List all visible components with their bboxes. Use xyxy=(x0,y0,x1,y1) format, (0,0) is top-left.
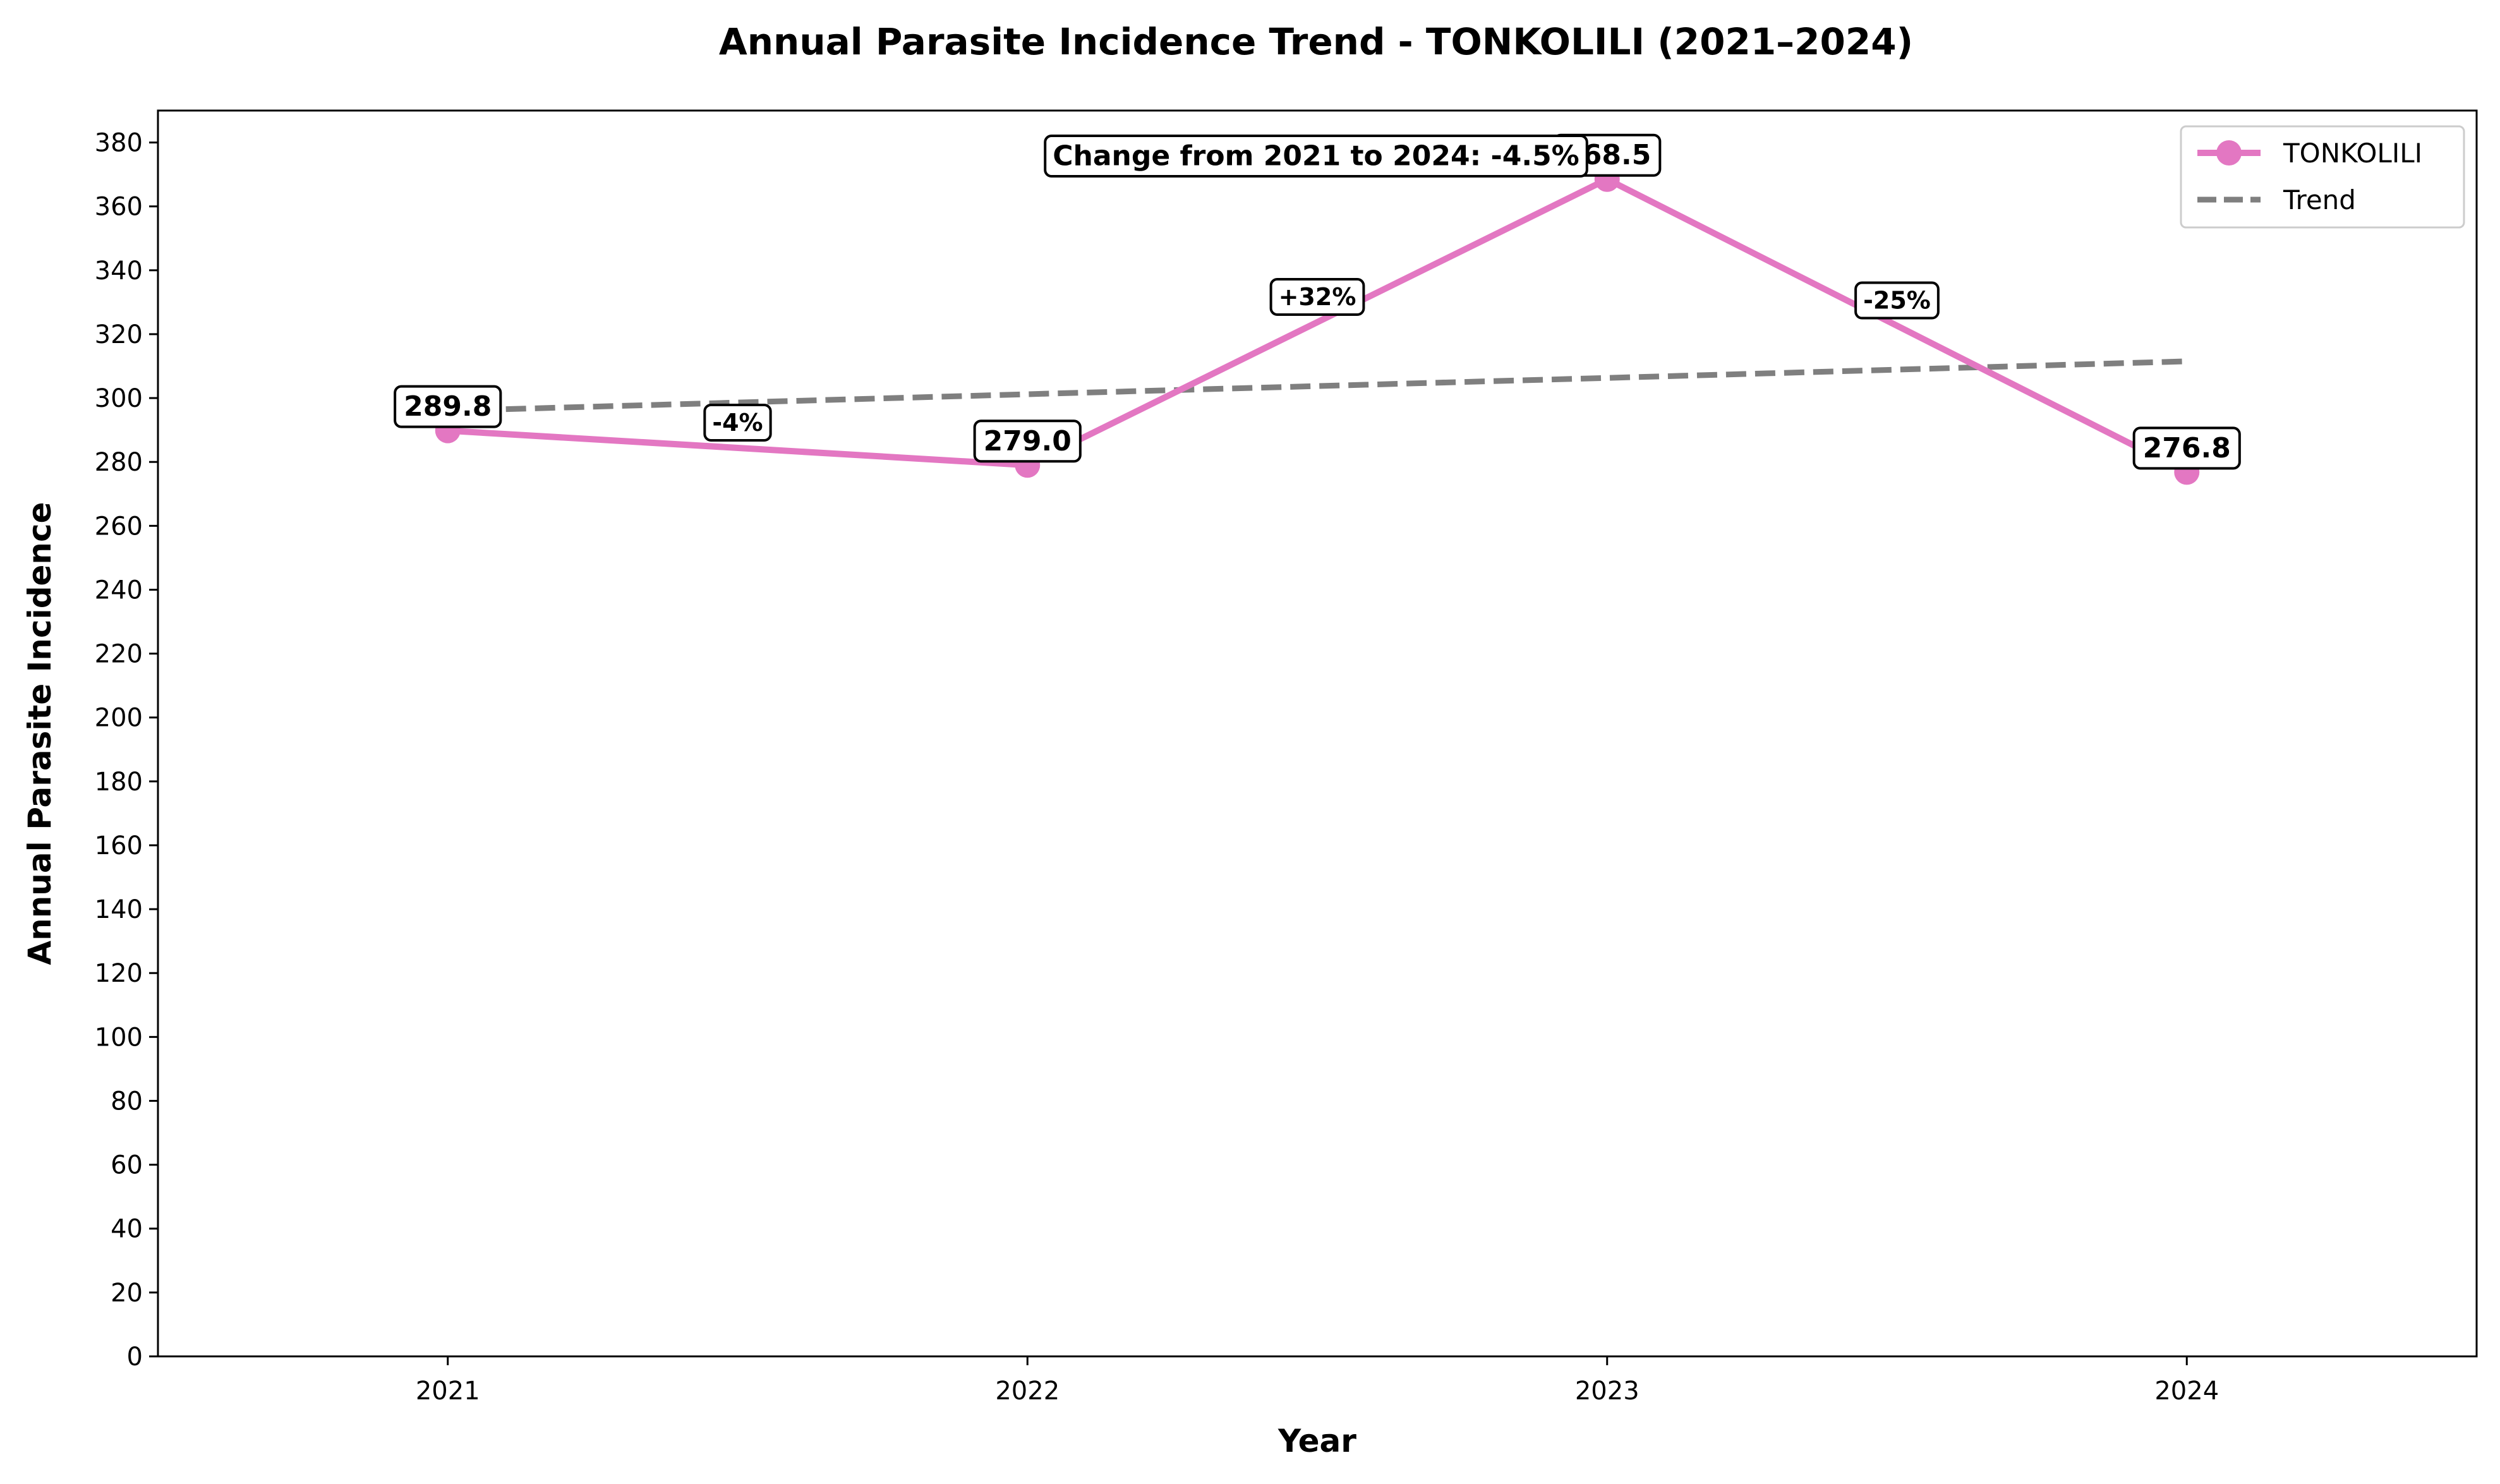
y-tick-label: 280 xyxy=(95,448,143,477)
legend-marker-tonkolili xyxy=(2216,140,2242,166)
chart-title: Annual Parasite Incidence Trend - TONKOL… xyxy=(719,20,1913,63)
value-label: 289.8 xyxy=(394,385,502,428)
y-tick-label: 180 xyxy=(95,768,143,797)
y-tick-label: 220 xyxy=(95,640,143,669)
change-label-box xyxy=(703,403,772,442)
y-axis: 0 20 40 60 80 100 120 140 160 180 200 220 240 260 280 3… xyxy=(95,129,158,1372)
y-tick-label: 320 xyxy=(95,320,143,349)
x-tick-label: 2021 xyxy=(416,1377,480,1406)
change-annotation: Change from 2021 to 2024: -4.5% xyxy=(1044,135,1588,178)
series-line-tonkolili xyxy=(447,176,2189,475)
y-tick-label: 100 xyxy=(95,1023,143,1052)
value-label-text: 289.8 xyxy=(404,390,492,423)
value-label: 276.8 xyxy=(2132,426,2241,470)
plot-area xyxy=(157,109,2478,1358)
y-tick-label: 340 xyxy=(95,256,143,286)
y-tick-label: 60 xyxy=(111,1151,143,1180)
y-tick-label: 200 xyxy=(95,704,143,733)
legend: TONKOLILI Trend xyxy=(2180,125,2465,229)
y-tick-label: 300 xyxy=(95,384,143,413)
change-label: -4% xyxy=(703,403,772,442)
x-tick-label: 2023 xyxy=(1575,1377,1639,1406)
y-tick-label: 0 xyxy=(127,1342,143,1372)
change-label-text: +32% xyxy=(1279,283,1356,311)
y-tick-label: 240 xyxy=(95,576,143,605)
change-label: -25% xyxy=(1854,281,1940,320)
legend-label-trend: Trend xyxy=(2283,184,2356,215)
y-tick-label: 380 xyxy=(95,129,143,158)
trend-line xyxy=(447,358,2187,414)
y-tick-label: 140 xyxy=(95,895,143,924)
value-label-box xyxy=(394,385,502,428)
y-tick-label: 160 xyxy=(95,831,143,860)
change-label-text: -4% xyxy=(712,409,763,437)
y-tick-label: 360 xyxy=(95,193,143,222)
y-tick-label: 40 xyxy=(111,1215,143,1244)
x-axis: 2021 2022 2023 2024 xyxy=(416,1356,2219,1406)
change-label-box xyxy=(1269,277,1365,316)
change-label: +32% xyxy=(1269,277,1365,316)
value-label-text: 276.8 xyxy=(2143,432,2231,464)
change-label-text: -25% xyxy=(1863,287,1931,315)
x-axis-title: Year xyxy=(1277,1423,1356,1459)
legend-label-tonkolili: TONKOLILI xyxy=(2283,138,2422,169)
x-tick-label: 2024 xyxy=(2154,1377,2219,1406)
value-label-box xyxy=(2132,426,2241,470)
change-annotation-text: Change from 2021 to 2024: -4.5% xyxy=(1053,140,1579,172)
y-tick-label: 20 xyxy=(111,1279,143,1308)
y-tick-label: 260 xyxy=(95,512,143,541)
change-annotation-box xyxy=(1044,135,1588,178)
value-label: 279.0 xyxy=(973,419,1082,463)
y-tick-label: 120 xyxy=(95,959,143,988)
series-layer xyxy=(435,166,2200,485)
change-label-box xyxy=(1854,281,1940,320)
x-tick-label: 2022 xyxy=(995,1377,1060,1406)
value-label-box xyxy=(973,419,1082,463)
y-tick-label: 80 xyxy=(111,1087,143,1116)
y-axis-title: Annual Parasite Incidence xyxy=(21,502,58,965)
value-label-text: 279.0 xyxy=(984,425,1072,457)
